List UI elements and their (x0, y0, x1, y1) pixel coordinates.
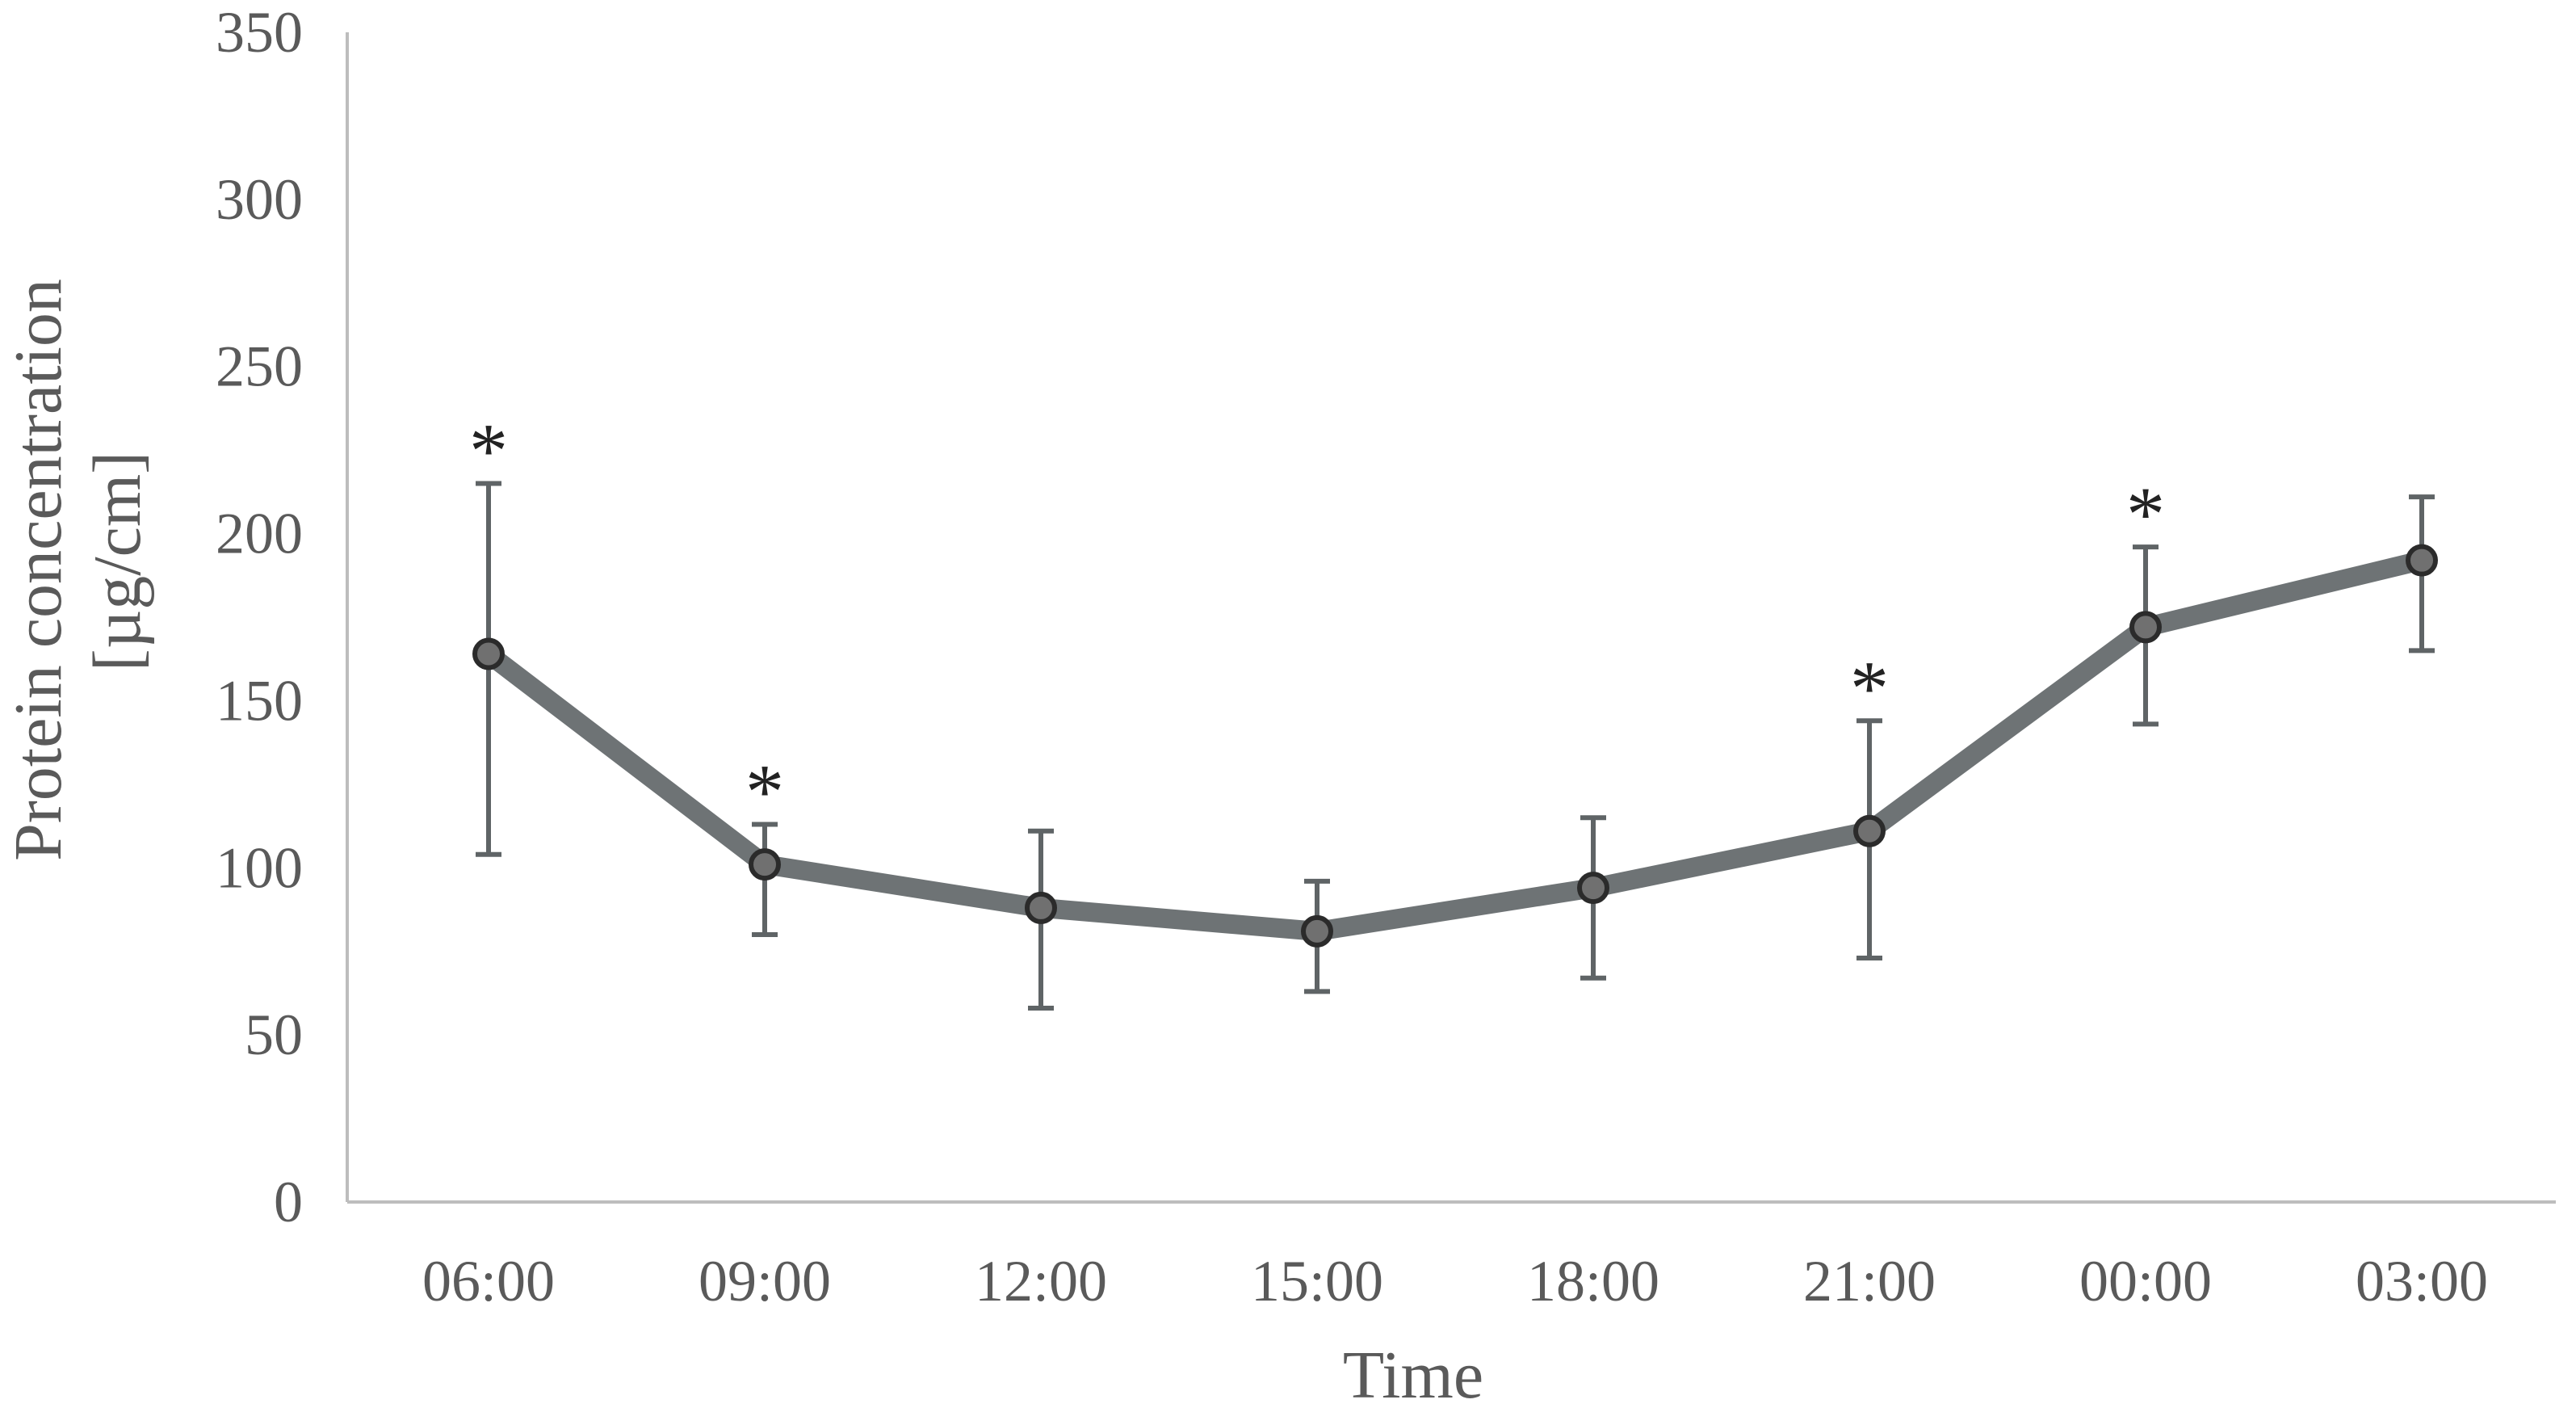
x-tick-label: 00:00 (2079, 1249, 2212, 1313)
x-tick-label: 03:00 (2356, 1249, 2488, 1313)
significance-asterisk: * (1850, 645, 1889, 731)
significance-asterisk: * (745, 749, 784, 835)
x-axis-title: Time (1343, 1338, 1483, 1408)
x-tick-label: 12:00 (975, 1249, 1107, 1313)
y-tick-label: 100 (216, 835, 303, 900)
y-tick-label: 350 (216, 0, 303, 65)
x-tick-label: 18:00 (1527, 1249, 1659, 1313)
significance-marks: * * * * (469, 408, 2165, 835)
x-tick-label: 15:00 (1251, 1249, 1383, 1313)
y-tick-label: 200 (216, 502, 303, 566)
data-point (749, 848, 781, 881)
y-axis-title-line2: [µg/cm] (80, 452, 155, 671)
data-point (1577, 872, 1609, 905)
y-tick-label: 150 (216, 668, 303, 733)
series-line-group (479, 550, 2431, 941)
y-axis-title: Protein concentration [µg/cm] (1, 262, 155, 861)
y-axis-title-line1: Protein concentration (1, 279, 76, 861)
y-tick-label: 0 (274, 1170, 303, 1234)
data-point (1025, 891, 1057, 924)
x-tick-label: 06:00 (422, 1249, 555, 1313)
data-point (1301, 914, 1333, 948)
axes (346, 32, 2556, 1204)
data-point (472, 637, 505, 670)
significance-asterisk: * (469, 408, 508, 494)
series-line (479, 550, 2431, 941)
data-points (472, 544, 2438, 948)
y-tick-label: 250 (216, 334, 303, 399)
y-tick-label: 300 (216, 167, 303, 232)
error-bars (476, 481, 2435, 1011)
significance-asterisk: * (2126, 471, 2165, 557)
y-tick-label: 50 (245, 1002, 303, 1067)
x-tick-label: 09:00 (699, 1249, 831, 1313)
data-point (2129, 611, 2162, 644)
data-point (1853, 814, 1886, 847)
y-tick-labels: 0 50 100 150 200 250 300 350 (216, 0, 303, 1234)
x-tick-labels: 06:00 09:00 12:00 15:00 18:00 21:00 00:00 03:00 (422, 1249, 2488, 1313)
data-point (2406, 544, 2438, 577)
x-tick-label: 21:00 (1803, 1249, 1936, 1313)
